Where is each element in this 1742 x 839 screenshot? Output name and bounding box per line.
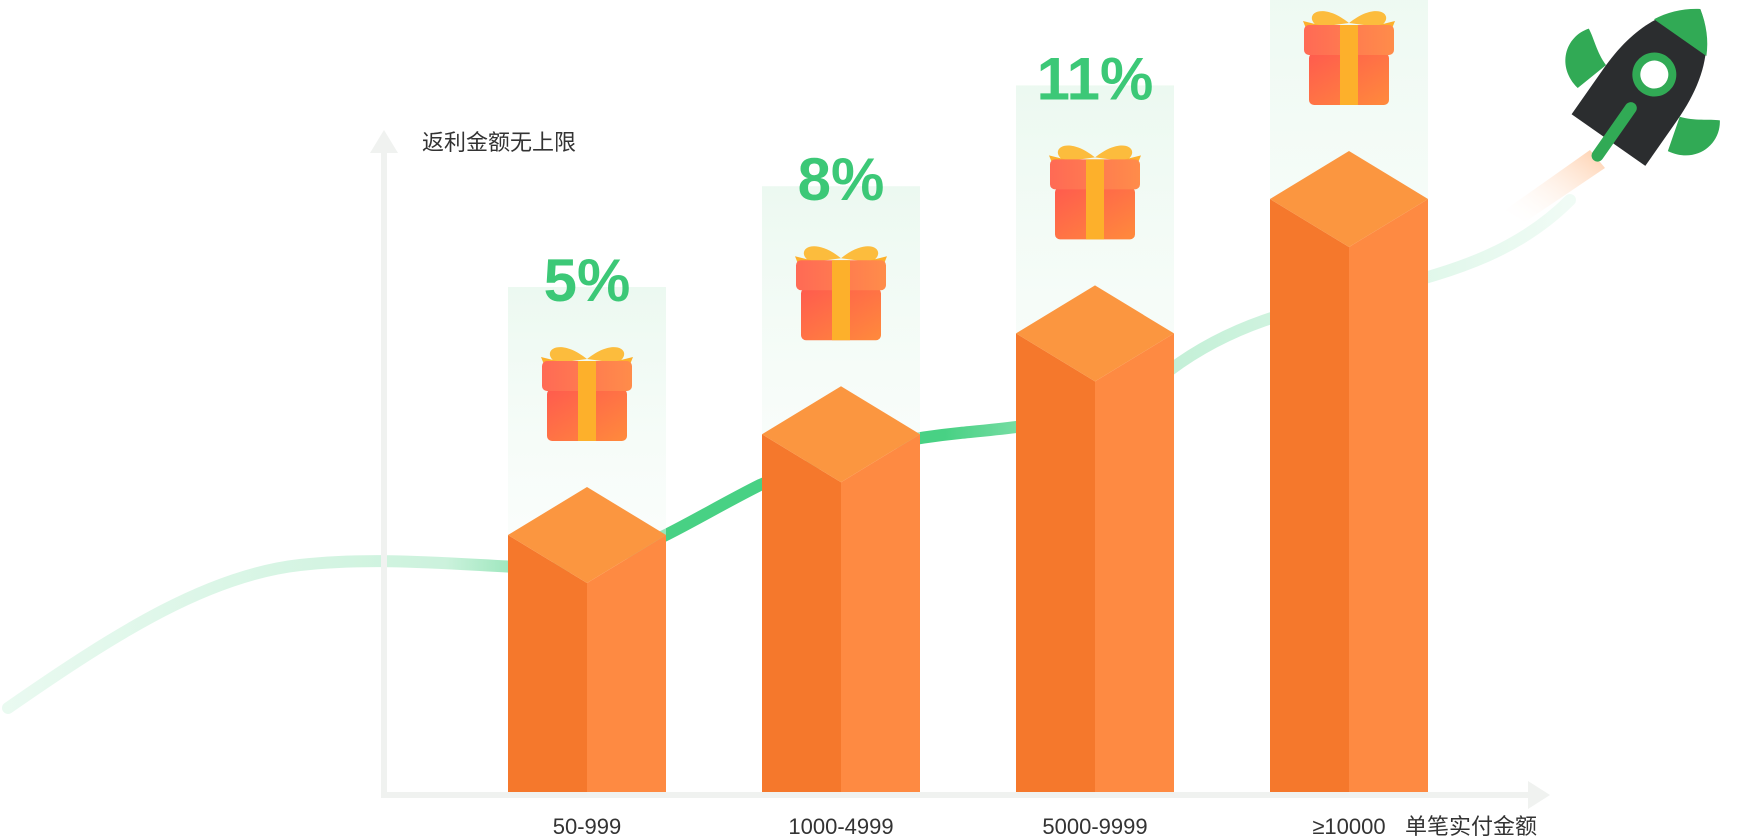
gift-icon xyxy=(1303,11,1395,105)
bars: 5% 50-999 8% 1000-4999 11% 5000-9999 15%≥10000 xyxy=(508,0,1428,839)
bar-top-face xyxy=(508,487,666,583)
y-axis-label: 返利金额无上限 xyxy=(422,130,576,155)
bar-right-face xyxy=(1095,333,1174,792)
rocket-icon xyxy=(1505,8,1720,222)
gift-icon xyxy=(795,246,887,341)
gift-icon xyxy=(1049,145,1141,240)
bar-left-face xyxy=(1270,199,1349,792)
bar-group: 8% 1000-4999 xyxy=(762,146,920,839)
y-axis xyxy=(370,130,398,795)
bar-group: 15%≥10000 xyxy=(1270,0,1428,839)
x-tick-label: 1000-4999 xyxy=(788,814,893,839)
bar-group: 5% 50-999 xyxy=(508,247,666,839)
bar-value-label: 8% xyxy=(798,146,885,213)
bar-right-face xyxy=(1349,199,1428,792)
bar-top-face xyxy=(762,386,920,483)
bar-group: 11% 5000-9999 xyxy=(1016,45,1174,839)
gift-icon xyxy=(541,347,633,441)
bar-left-face xyxy=(762,434,841,792)
bar-value-label: 5% xyxy=(544,247,631,314)
bar-value-label: 11% xyxy=(1037,45,1154,112)
x-axis xyxy=(381,781,1550,809)
x-tick-label: 5000-9999 xyxy=(1042,814,1147,839)
bar-left-face xyxy=(1016,333,1095,792)
bar-top-face xyxy=(1270,151,1428,247)
bar-top-face xyxy=(1016,285,1174,382)
x-tick-label: ≥10000 xyxy=(1312,814,1385,839)
bar-right-face xyxy=(587,535,666,792)
x-tick-label: 50-999 xyxy=(553,814,622,839)
x-axis-label: 单笔实付金额 xyxy=(1405,814,1537,839)
bar-left-face xyxy=(508,535,587,792)
bar-right-face xyxy=(841,434,920,792)
